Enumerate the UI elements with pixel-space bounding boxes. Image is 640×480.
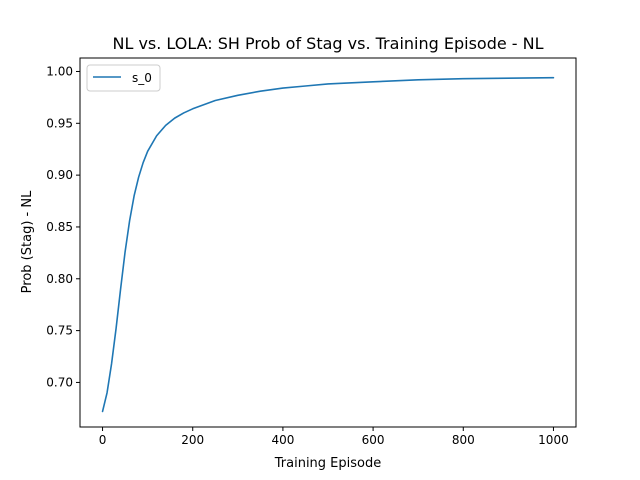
axes-frame — [79, 57, 577, 428]
x-tick-label: 200 — [181, 433, 204, 447]
legend: s_0 — [86, 64, 161, 92]
chart-title: NL vs. LOLA: SH Prob of Stag vs. Trainin… — [112, 34, 543, 53]
y-tick-label: 0.95 — [46, 116, 73, 130]
y-tick-label: 0.90 — [46, 168, 73, 182]
y-axis: 0.70 0.75 0.80 0.85 0.90 0.95 1.00 — [46, 64, 80, 389]
line-layer — [101, 76, 555, 413]
x-tick-label: 0 — [99, 433, 107, 447]
x-axis: 0 200 400 600 800 1000 — [99, 427, 569, 447]
x-tick-label: 400 — [271, 433, 294, 447]
x-tick-label: 1000 — [538, 433, 569, 447]
y-axis-label: Prob (Stag) - NL — [20, 190, 35, 293]
y-tick-label: 1.00 — [46, 64, 73, 78]
y-tick-label: 0.80 — [46, 272, 73, 286]
x-axis-label: Training Episode — [274, 456, 381, 471]
legend-label-s_0: s_0 — [132, 71, 152, 85]
y-tick-label: 0.85 — [46, 220, 73, 234]
legend-box — [86, 64, 161, 92]
series-line-s_0 — [101, 76, 555, 413]
y-tick-label: 0.75 — [46, 324, 73, 338]
plot-area — [79, 57, 577, 428]
x-tick-label: 600 — [362, 433, 385, 447]
x-tick-label: 800 — [452, 433, 475, 447]
y-tick-label: 0.70 — [46, 375, 73, 389]
